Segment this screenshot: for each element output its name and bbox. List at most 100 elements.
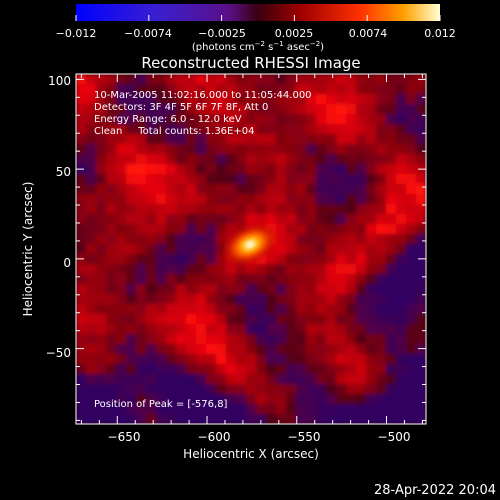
image-pixel [296, 284, 307, 295]
image-pixel [386, 194, 397, 205]
image-pixel [376, 154, 387, 165]
image-pixel [116, 264, 127, 275]
image-pixel [306, 124, 317, 135]
image-pixel [286, 94, 297, 105]
image-pixel [146, 294, 157, 305]
image-pixel [256, 284, 267, 295]
image-pixel [216, 224, 227, 235]
image-pixel [106, 274, 117, 285]
image-pixel [136, 174, 147, 185]
image-pixel [386, 114, 397, 125]
image-pixel [396, 214, 407, 225]
image-pixel [336, 204, 347, 215]
image-pixel [286, 164, 297, 175]
image-pixel [416, 224, 426, 235]
image-pixel [316, 264, 327, 275]
image-pixel [186, 234, 197, 245]
image-pixel [286, 404, 297, 415]
image-pixel [196, 214, 207, 225]
image-pixel [196, 234, 207, 245]
image-pixel [386, 284, 397, 295]
image-pixel [136, 244, 147, 255]
image-pixel [76, 304, 87, 315]
image-pixel [356, 364, 367, 375]
image-pixel [376, 344, 387, 355]
image-pixel [416, 354, 426, 365]
image-pixel [416, 304, 426, 315]
image-pixel [156, 314, 167, 325]
image-pixel [136, 354, 147, 365]
image-pixel [416, 344, 426, 355]
image-pixel [166, 164, 177, 175]
image-pixel [416, 324, 426, 335]
image-pixel [216, 84, 227, 95]
image-pixel [356, 224, 367, 235]
image-pixel [206, 264, 217, 275]
image-pixel [326, 114, 337, 125]
image-pixel [286, 254, 297, 265]
image-pixel [386, 154, 397, 165]
image-pixel [166, 234, 177, 245]
image-pixel [166, 154, 177, 165]
image-pixel [106, 364, 117, 375]
image-pixel [306, 74, 317, 85]
image-pixel [146, 234, 157, 245]
image-pixel [276, 124, 287, 135]
image-pixel [166, 214, 177, 225]
image-pixel [176, 204, 187, 215]
image-pixel [96, 194, 107, 205]
image-pixel [406, 174, 417, 185]
image-pixel [266, 364, 277, 375]
image-pixel [386, 324, 397, 335]
image-pixel [316, 194, 327, 205]
image-pixel [126, 324, 137, 335]
image-pixel [186, 314, 197, 325]
image-pixel [176, 284, 187, 295]
image-pixel [256, 104, 267, 115]
image-pixel [226, 84, 237, 95]
image-pixel [86, 274, 97, 285]
image-pixel [176, 414, 187, 424]
image-pixel [296, 344, 307, 355]
image-pixel [116, 214, 127, 225]
image-pixel [336, 244, 347, 255]
image-pixel [396, 284, 407, 295]
image-pixel [416, 274, 426, 285]
image-pixel [246, 164, 257, 175]
image-pixel [216, 124, 227, 135]
image-pixel [296, 394, 307, 405]
image-pixel [246, 144, 257, 155]
image-pixel [136, 144, 147, 155]
colorbar-tick-label-3: 0.0025 [275, 27, 314, 40]
image-pixel [296, 324, 307, 335]
image-pixel [186, 144, 197, 155]
image-pixel [316, 254, 327, 265]
image-pixel [126, 84, 137, 95]
image-pixel [306, 244, 317, 255]
image-pixel [376, 114, 387, 125]
image-pixel [276, 114, 287, 125]
image-pixel [106, 144, 117, 155]
image-pixel [396, 74, 407, 85]
image-pixel [166, 184, 177, 195]
image-pixel [356, 394, 367, 405]
image-pixel [186, 334, 197, 345]
image-pixel [236, 414, 247, 424]
image-pixel [306, 414, 317, 424]
image-pixel [106, 414, 117, 424]
image-pixel [286, 184, 297, 195]
image-pixel [386, 264, 397, 275]
image-pixel [206, 194, 217, 205]
image-pixel [396, 314, 407, 325]
image-pixel [336, 184, 347, 195]
image-pixel [266, 184, 277, 195]
image-pixel [106, 404, 117, 415]
image-pixel [356, 154, 367, 165]
image-pixel [196, 84, 207, 95]
image-pixel [136, 264, 147, 275]
x-tick-label-1: −600 [198, 430, 231, 444]
image-pixel [386, 304, 397, 315]
image-pixel [406, 234, 417, 245]
image-pixel [386, 204, 397, 215]
colorbar [76, 4, 440, 21]
